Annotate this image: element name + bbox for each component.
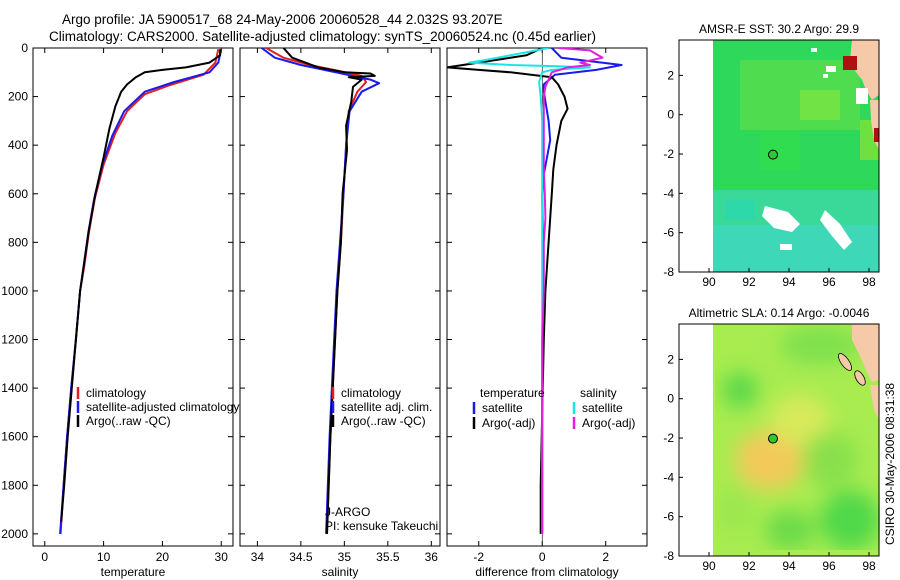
map-x-tick-label: 92 xyxy=(742,275,756,289)
x-tick-label: 0 xyxy=(539,550,546,564)
salinity-panel: 34 34.5 35 35.5 36 salinity climatologysatelli… xyxy=(239,47,441,579)
annotation-text: J-ARGO xyxy=(325,505,370,519)
sla-map-panel: Altimetric SLA: 0.14 Argo: -0.0046 90 92 94… xyxy=(663,306,880,573)
map-y-tick-label: 0 xyxy=(667,392,674,406)
map-title: Altimetric SLA: 0.14 Argo: -0.0046 xyxy=(689,306,870,320)
y-tick-label: 1800 xyxy=(1,478,28,492)
series-line-magenta xyxy=(541,48,604,534)
x-tick-label: 35 xyxy=(338,550,352,564)
credit-text: CSIRO 30-May-2006 08:31:38 xyxy=(883,383,897,545)
map-y-tick-label: -4 xyxy=(663,470,674,484)
y-tick-label: 1000 xyxy=(1,284,28,298)
x-tick-label: 2 xyxy=(602,550,609,564)
sla-map-image xyxy=(713,324,880,556)
legend-header: salinity xyxy=(580,386,617,400)
series-line-cyan xyxy=(468,48,591,534)
legend-label: satellite-adjusted climatology xyxy=(86,400,239,414)
legend-label: climatology xyxy=(86,386,146,400)
x-tick-label: 30 xyxy=(215,550,229,564)
map-y-tick-label: -8 xyxy=(663,265,674,279)
x-tick-label: 36 xyxy=(425,550,439,564)
map-y-tick-label: 2 xyxy=(667,68,674,82)
x-axis-label: difference from climatology xyxy=(475,565,618,579)
y-tick-label: 0 xyxy=(21,41,28,55)
temperature-panel: 0 10 20 30 0 200 400 600 800 1000 1200 1400 1600 1800… xyxy=(1,41,239,579)
x-tick-label: -2 xyxy=(473,550,484,564)
legend-label: Argo(..raw -QC) xyxy=(341,414,426,428)
series-group xyxy=(59,48,223,534)
legend-label: Argo(-adj) xyxy=(582,416,635,430)
x-tick-label: 34.5 xyxy=(289,550,313,564)
x-tick-label: 35.5 xyxy=(376,550,400,564)
x-tick-label: 34 xyxy=(251,550,265,564)
annotation-text: PI: kensuke Takeuchi xyxy=(325,519,438,533)
series-line-black xyxy=(447,48,569,534)
y-tick-label: 200 xyxy=(8,90,28,104)
map-x-tick-label: 96 xyxy=(822,559,836,573)
y-tick-label: 800 xyxy=(8,235,28,249)
map-x-tick-label: 98 xyxy=(862,275,876,289)
sst-map-panel: AMSR-E SST: 30.2 Argo: 29.9 90 92 94 96 98 2 0 -… xyxy=(663,22,880,289)
legend-label: Argo(-adj) xyxy=(482,416,535,430)
map-x-tick-label: 90 xyxy=(702,275,716,289)
x-axis-label: salinity xyxy=(322,565,359,579)
map-y-tick-label: 0 xyxy=(667,108,674,122)
map-x-tick-label: 94 xyxy=(782,275,796,289)
legend-header: temperature xyxy=(480,386,545,400)
legend-label: Argo(..raw -QC) xyxy=(86,414,171,428)
argo-location-marker xyxy=(768,149,778,160)
legend-label: climatology xyxy=(341,386,401,400)
map-y-tick-label: -8 xyxy=(663,549,674,563)
y-tick-label: 600 xyxy=(8,187,28,201)
y-tick-label: 1600 xyxy=(1,430,28,444)
map-y-tick-label: -2 xyxy=(663,431,674,445)
sst-map-image xyxy=(713,40,879,272)
map-x-tick-label: 96 xyxy=(822,275,836,289)
x-tick-label: 20 xyxy=(156,550,170,564)
figure-title-line-1: Argo profile: JA 5900517_68 24-May-2006 … xyxy=(62,12,503,27)
x-tick-label: 10 xyxy=(97,550,111,564)
map-y-tick-label: -6 xyxy=(663,510,674,524)
map-x-tick-label: 98 xyxy=(862,559,876,573)
legend-label: satellite adj. clim. xyxy=(341,400,432,414)
map-x-tick-label: 94 xyxy=(782,559,796,573)
series-line-black xyxy=(60,49,222,522)
y-tick-label: 1400 xyxy=(1,381,28,395)
y-tick-label: 2000 xyxy=(1,527,28,541)
y-tick-label: 1200 xyxy=(1,333,28,347)
map-y-tick-label: -6 xyxy=(663,226,674,240)
map-x-tick-label: 90 xyxy=(702,559,716,573)
legend-label: satellite xyxy=(482,401,523,415)
map-y-tick-label: 2 xyxy=(667,352,674,366)
series-group xyxy=(261,48,381,534)
legend-label: satellite xyxy=(582,401,623,415)
x-tick-label: 0 xyxy=(41,550,48,564)
x-axis-label: temperature xyxy=(101,565,166,579)
argo-location-marker xyxy=(768,433,778,444)
series-line-black xyxy=(282,48,376,534)
map-x-tick-label: 92 xyxy=(742,559,756,573)
figure-title-line-2: Climatology: CARS2000. Satellite-adjuste… xyxy=(49,29,597,44)
map-title: AMSR-E SST: 30.2 Argo: 29.9 xyxy=(699,22,859,36)
y-tick-label: 400 xyxy=(8,138,28,152)
map-y-tick-label: -2 xyxy=(663,147,674,161)
map-y-tick-label: -4 xyxy=(663,186,674,200)
series-group xyxy=(447,48,623,534)
